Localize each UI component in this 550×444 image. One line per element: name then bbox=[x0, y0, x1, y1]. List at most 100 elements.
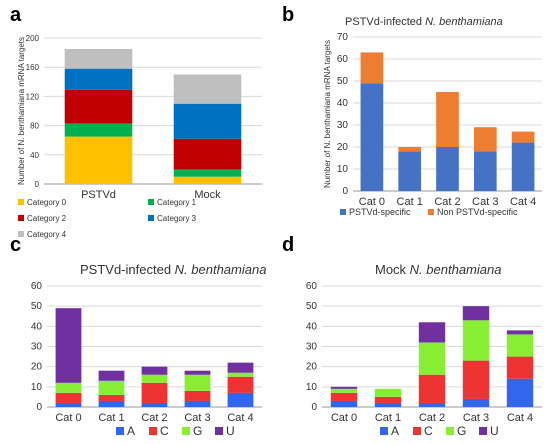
bar-a bbox=[227, 392, 254, 407]
legend-swatch bbox=[413, 427, 421, 435]
y-tick-label: 20 bbox=[306, 362, 318, 373]
legend-label: Category 3 bbox=[157, 214, 197, 223]
bar-c bbox=[141, 382, 168, 403]
legend-label: Non PSTVd-specific bbox=[437, 207, 518, 217]
x-tick-label: Cat 0 bbox=[331, 412, 357, 424]
bar-g bbox=[506, 334, 534, 357]
bar-non-pstvd-specific bbox=[473, 127, 497, 152]
x-tick-label: Cat 0 bbox=[359, 196, 385, 208]
x-tick-label: Mock bbox=[194, 189, 221, 201]
y-tick-label: 10 bbox=[31, 382, 43, 393]
x-tick-label: Cat 4 bbox=[227, 412, 253, 424]
bar-a bbox=[141, 402, 168, 407]
y-tick-label: 60 bbox=[31, 281, 43, 292]
chart-b: 0 10 20 30 40 50 60 70 Number of N. benthamiana … bbox=[323, 16, 542, 217]
legend-label: U bbox=[490, 424, 499, 438]
legend-swatch bbox=[116, 427, 124, 435]
y-tick-label: 60 bbox=[337, 54, 349, 65]
bar-category-1 bbox=[64, 123, 133, 137]
y-tick-label: 50 bbox=[337, 76, 349, 87]
bar-g bbox=[227, 372, 254, 377]
y-tick-label: 60 bbox=[306, 281, 318, 292]
bar-u bbox=[418, 322, 446, 343]
legend-label: G bbox=[193, 424, 202, 438]
bar-g bbox=[462, 320, 490, 361]
panel-label-a: a bbox=[10, 4, 22, 26]
x-tick-label: PSTVd bbox=[81, 189, 116, 201]
bar-category-0 bbox=[64, 136, 133, 184]
bar-category-0 bbox=[173, 176, 242, 184]
y-tick-label: 160 bbox=[26, 63, 40, 72]
bar-g bbox=[141, 374, 168, 383]
legend-a: Category 0 Category 1 Category 2 Category 3… bbox=[18, 198, 197, 239]
x-tick-label: Cat 1 bbox=[98, 412, 124, 424]
bar-category-2 bbox=[173, 138, 242, 170]
chart-c: 0 10 20 30 40 50 60 PSTVd-infected N. benthamia… bbox=[31, 262, 267, 438]
chart-title: PSTVd-infected N. benthamiana bbox=[345, 16, 503, 28]
legend-label: A bbox=[127, 424, 135, 438]
y-tick-label: 70 bbox=[337, 32, 349, 43]
y-tick-label: 40 bbox=[31, 321, 43, 332]
bar-pstvd-specific bbox=[511, 142, 535, 191]
bar-category-4 bbox=[173, 74, 242, 104]
y-tick-label: 40 bbox=[337, 98, 349, 109]
panel-label-c: c bbox=[10, 234, 22, 256]
legend-label: Category 1 bbox=[157, 198, 197, 207]
legend-swatch bbox=[479, 427, 487, 435]
y-tick-label: 20 bbox=[31, 362, 43, 373]
bar-g bbox=[55, 382, 82, 393]
legend-label: C bbox=[160, 424, 169, 438]
y-tick-label: 0 bbox=[35, 180, 40, 189]
chart-title: Mock N. benthamiana bbox=[375, 262, 501, 277]
bar-pstvd-specific bbox=[360, 83, 384, 191]
panel-label-b: b bbox=[282, 4, 295, 26]
x-tick-label: Cat 2 bbox=[434, 196, 460, 208]
x-tick-label: Cat 0 bbox=[55, 412, 81, 424]
legend-swatch bbox=[182, 427, 190, 435]
bar-a bbox=[374, 402, 402, 407]
bar-c bbox=[98, 394, 125, 401]
bar-c bbox=[506, 356, 534, 379]
chart-title-species: N. benthamiana bbox=[175, 262, 267, 277]
chart-title: PSTVd-infected N. benthamiana bbox=[80, 262, 266, 277]
y-tick-label: 200 bbox=[26, 34, 40, 43]
bar-a bbox=[98, 400, 125, 407]
chart-title-text: Mock bbox=[375, 262, 410, 277]
bar-category-2 bbox=[64, 89, 133, 124]
y-tick-label: 40 bbox=[30, 151, 39, 160]
y-tick-label: 20 bbox=[337, 142, 349, 153]
bar-u bbox=[141, 366, 168, 375]
legend-swatch bbox=[18, 215, 24, 221]
y-axis-label: Number of N. benthamiana mRNA targets bbox=[17, 37, 26, 185]
bar-non-pstvd-specific bbox=[398, 147, 422, 152]
legend-swatch bbox=[446, 427, 454, 435]
legend-label: PSTVd-specific bbox=[349, 207, 411, 217]
chart-title-text: PSTVd-infected bbox=[80, 262, 175, 277]
chart-d: 0 10 20 30 40 50 60 Mock N. benthamiana Cat 0 Cat… bbox=[306, 262, 542, 438]
legend-b: PSTVd-specific Non PSTVd-specific bbox=[340, 207, 518, 217]
bar-c bbox=[184, 390, 211, 401]
legend-label: U bbox=[226, 424, 235, 438]
bar-u bbox=[462, 306, 490, 321]
legend-swatch bbox=[340, 209, 346, 215]
legend-swatch bbox=[18, 231, 24, 237]
bar-c bbox=[462, 360, 490, 399]
legend-swatch bbox=[428, 209, 434, 215]
y-tick-label: 80 bbox=[30, 122, 39, 131]
bar-g bbox=[418, 342, 446, 375]
y-tick-label: 30 bbox=[306, 342, 318, 353]
bar-category-3 bbox=[64, 68, 133, 90]
y-tick-label: 0 bbox=[36, 402, 42, 413]
bar-pstvd-specific bbox=[473, 151, 497, 191]
bar-a bbox=[506, 378, 534, 407]
bar-c bbox=[418, 374, 446, 403]
chart-title-species: N. benthamiana bbox=[410, 262, 502, 277]
bar-category-4 bbox=[64, 48, 133, 69]
y-tick-label: 120 bbox=[26, 92, 40, 101]
legend-swatch bbox=[148, 215, 154, 221]
x-tick-label: Cat 1 bbox=[397, 196, 423, 208]
